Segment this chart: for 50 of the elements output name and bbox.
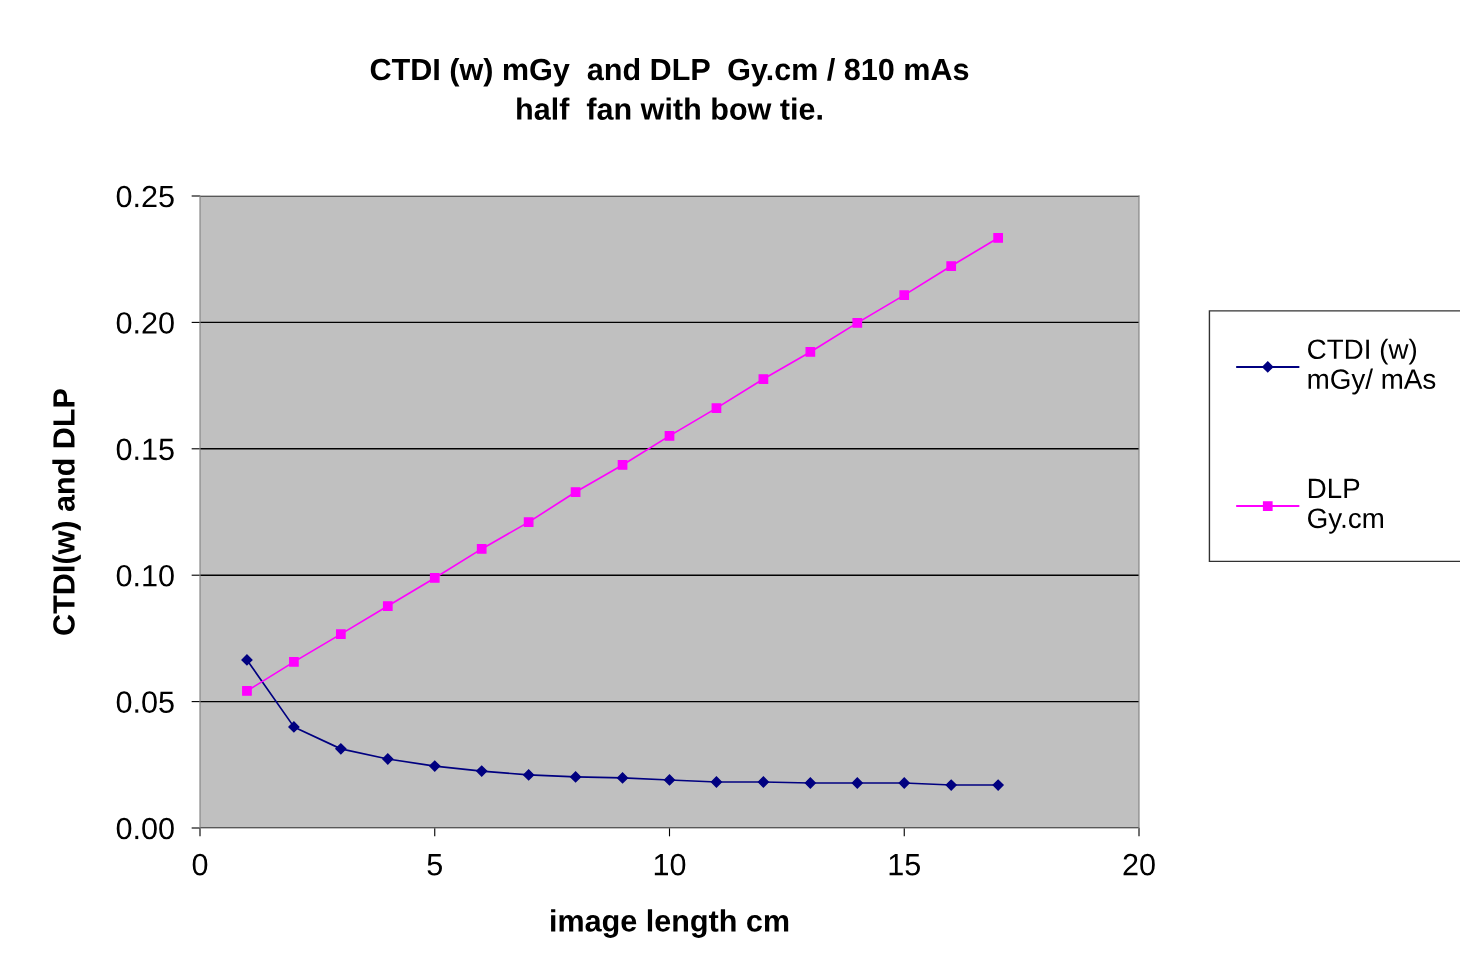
y-tick-label: 0.05 xyxy=(116,691,174,713)
point xyxy=(242,686,252,696)
legend-label: DLP Gy.cm xyxy=(1308,478,1384,534)
point xyxy=(757,776,770,788)
point xyxy=(288,721,300,733)
y-tick-label: 0.00 xyxy=(116,817,174,840)
x-tick-label: 20 xyxy=(1123,853,1155,876)
point xyxy=(335,629,346,639)
point xyxy=(805,347,816,357)
point xyxy=(804,777,816,789)
x-tick-label: 10 xyxy=(654,853,686,876)
x-tick-label: 0 xyxy=(192,853,208,876)
point xyxy=(476,765,488,777)
point xyxy=(382,601,393,611)
point xyxy=(382,753,394,765)
x-axis-title: image length cm xyxy=(551,909,789,938)
y-axis-title: CTDI(w) and DLP xyxy=(52,389,81,635)
legend-label: CTDI (w) mGy/ mAs xyxy=(1308,338,1436,395)
point xyxy=(945,779,957,791)
point xyxy=(946,261,957,271)
x-tick-label: 15 xyxy=(889,854,920,876)
point xyxy=(992,779,1004,791)
point xyxy=(289,657,299,667)
point xyxy=(710,776,723,788)
point xyxy=(616,772,629,784)
y-tick-label: 0.10 xyxy=(116,564,174,587)
x-tick-label: 5 xyxy=(427,854,442,876)
point xyxy=(899,290,910,300)
point xyxy=(569,771,582,783)
point xyxy=(570,487,581,497)
point xyxy=(429,573,440,583)
point xyxy=(663,774,676,786)
y-tick-label: 0.15 xyxy=(116,438,174,461)
point xyxy=(758,374,769,384)
point xyxy=(852,318,863,328)
point xyxy=(429,760,441,772)
point xyxy=(664,431,675,441)
chart-title: CTDI (w) mGy and DLP Gy.cm / 810 mAs half fan with bow tie. xyxy=(370,57,969,120)
point xyxy=(851,777,863,789)
point xyxy=(335,743,347,755)
point xyxy=(617,460,628,470)
y-tick-label: 0.25 xyxy=(116,185,174,208)
point xyxy=(476,544,487,554)
point xyxy=(523,517,534,527)
point xyxy=(523,769,535,781)
point xyxy=(241,654,253,666)
point xyxy=(711,403,722,413)
point xyxy=(993,233,1004,243)
y-tick-label: 0.20 xyxy=(116,312,174,334)
point xyxy=(898,777,910,789)
